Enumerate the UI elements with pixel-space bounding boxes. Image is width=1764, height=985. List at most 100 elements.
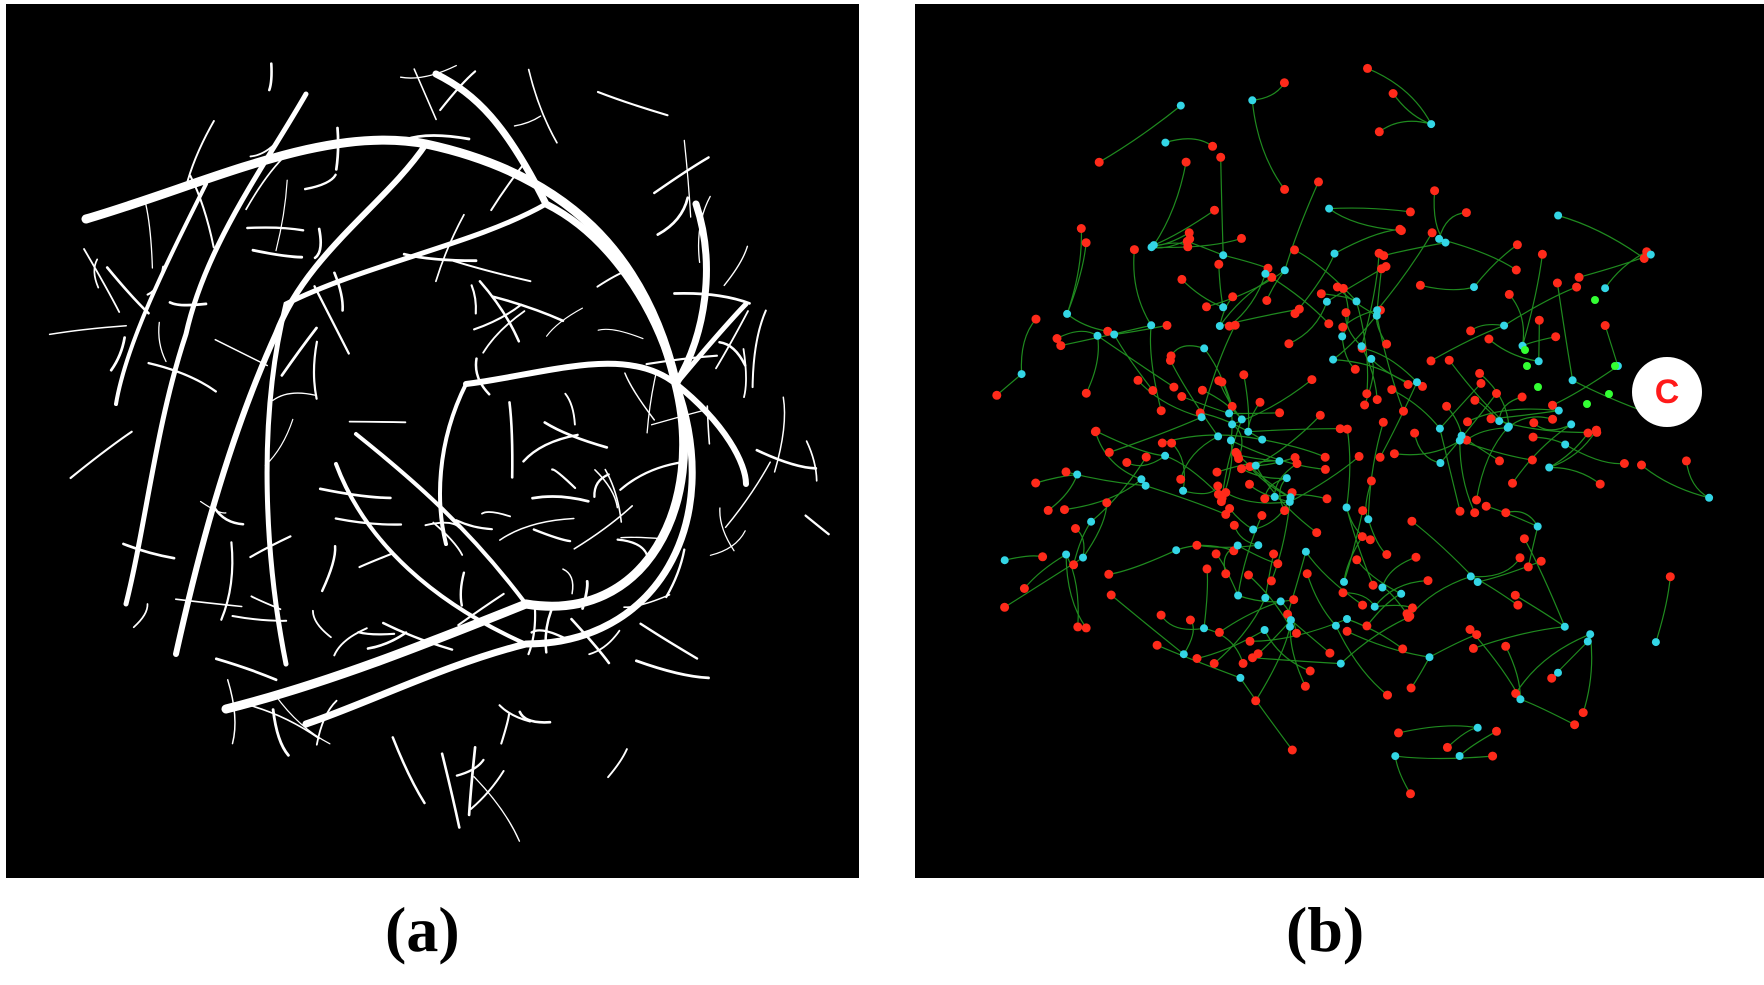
bifurcation-node — [1270, 492, 1279, 501]
graph-edge — [1470, 557, 1521, 578]
endpoint-node — [1552, 278, 1562, 288]
endpoint-node — [1600, 321, 1610, 330]
graph-edge — [1133, 249, 1152, 326]
vessel-branch — [522, 433, 579, 463]
vessel-branch — [469, 770, 505, 810]
vessel-branch — [570, 617, 611, 665]
vessel-branch — [249, 535, 292, 559]
bifurcation-node — [1325, 204, 1334, 213]
caption-b: (b) — [1286, 894, 1365, 965]
endpoint-node — [1338, 322, 1348, 332]
endpoint-node — [1000, 602, 1010, 612]
vessel-branch — [348, 420, 407, 424]
endpoint-node — [1122, 458, 1132, 467]
graph-edge — [1556, 282, 1574, 381]
graph-edge — [1035, 473, 1078, 484]
endpoint-node — [1583, 428, 1593, 438]
graph-edge — [1378, 120, 1432, 133]
endpoint-node — [1338, 283, 1348, 293]
bifurcation-node — [1343, 615, 1351, 623]
bifurcation-node — [1503, 423, 1512, 432]
vessel-branch — [724, 461, 771, 529]
vessel-branch — [145, 204, 154, 269]
bifurcation-node — [1172, 546, 1181, 555]
endpoint-node — [1574, 272, 1584, 282]
bifurcation-node — [1601, 284, 1610, 293]
bifurcation-node — [1176, 101, 1185, 110]
graph-edge — [1175, 544, 1234, 552]
graph-edge — [1411, 520, 1479, 583]
vessel-branch — [357, 631, 396, 636]
vessel-tree — [48, 62, 830, 842]
graph-edge — [1145, 485, 1227, 515]
endpoint-node — [1275, 408, 1285, 418]
graph-edge — [1287, 551, 1307, 615]
endpoint-node — [1395, 224, 1405, 234]
graph-edge — [1473, 626, 1565, 649]
bifurcation-node — [1413, 378, 1421, 387]
endpoint-node — [1403, 380, 1413, 389]
endpoint-node — [1517, 392, 1527, 402]
endpoint-node — [1238, 658, 1248, 668]
vessel-branch — [482, 310, 526, 354]
graph-edge — [1248, 428, 1341, 433]
vessel-branch — [543, 421, 609, 449]
graph-edge — [1343, 510, 1364, 583]
vessel-branch — [498, 704, 532, 723]
graph-edge — [1200, 412, 1263, 441]
endpoint-node — [1213, 481, 1223, 491]
endpoint-node — [1133, 375, 1143, 385]
graph-edge — [1376, 315, 1405, 412]
endpoint-node — [1287, 745, 1297, 755]
bifurcation-node — [1161, 451, 1170, 460]
graph-nodes — [992, 63, 1714, 799]
endpoint-node — [1129, 245, 1139, 255]
graph-edge — [1065, 554, 1079, 627]
vessel-branch — [358, 552, 394, 569]
vessel-branch — [211, 504, 245, 526]
vessel-branch — [452, 259, 532, 283]
graph-edge — [1220, 157, 1224, 256]
endpoint-node — [1260, 494, 1270, 504]
endpoint-node — [1548, 400, 1557, 410]
endpoint-node — [1572, 282, 1582, 292]
bifurcation-node — [1260, 626, 1269, 634]
graph-edge — [1655, 576, 1671, 643]
endpoint-node — [1415, 280, 1425, 290]
endpoint-node — [1470, 508, 1480, 518]
graph-edge — [1395, 755, 1493, 760]
endpoint-node — [1354, 451, 1364, 461]
bifurcation-node — [1568, 376, 1577, 385]
endpoint-node — [1665, 572, 1675, 582]
vessel-branch — [391, 736, 426, 805]
graph-edge — [1097, 335, 1175, 388]
endpoint-node — [1534, 315, 1544, 325]
endpoint-node — [1104, 447, 1114, 457]
bifurcation-node — [1436, 459, 1445, 467]
endpoint-node — [1399, 406, 1408, 416]
vessel-branch — [382, 621, 454, 651]
graph-edge — [1512, 423, 1572, 484]
graph-edge — [1243, 374, 1250, 432]
graph-edge — [1171, 442, 1186, 491]
graph-edge — [1409, 575, 1471, 617]
endpoint-node — [1289, 595, 1299, 605]
bifurcation-node — [1586, 630, 1595, 639]
vessel-branch — [706, 405, 711, 445]
vessel-trunk — [302, 380, 696, 728]
graph-edge — [1305, 551, 1363, 606]
vessel-graph — [992, 63, 1714, 799]
endpoint-node — [1362, 389, 1372, 399]
vessel-branch — [83, 248, 121, 313]
vessel-branch — [530, 629, 568, 641]
endpoint-node — [1363, 63, 1372, 73]
vessel-branch — [48, 324, 127, 336]
vessel-branch — [646, 370, 658, 434]
graph-edge — [1065, 554, 1087, 629]
graph-edge — [1446, 405, 1463, 436]
endpoint-node — [1324, 319, 1334, 329]
endpoint-node — [1162, 320, 1172, 330]
vessel-branch — [635, 659, 710, 680]
vessel-branch — [214, 657, 278, 682]
vessel-branch — [280, 326, 318, 377]
